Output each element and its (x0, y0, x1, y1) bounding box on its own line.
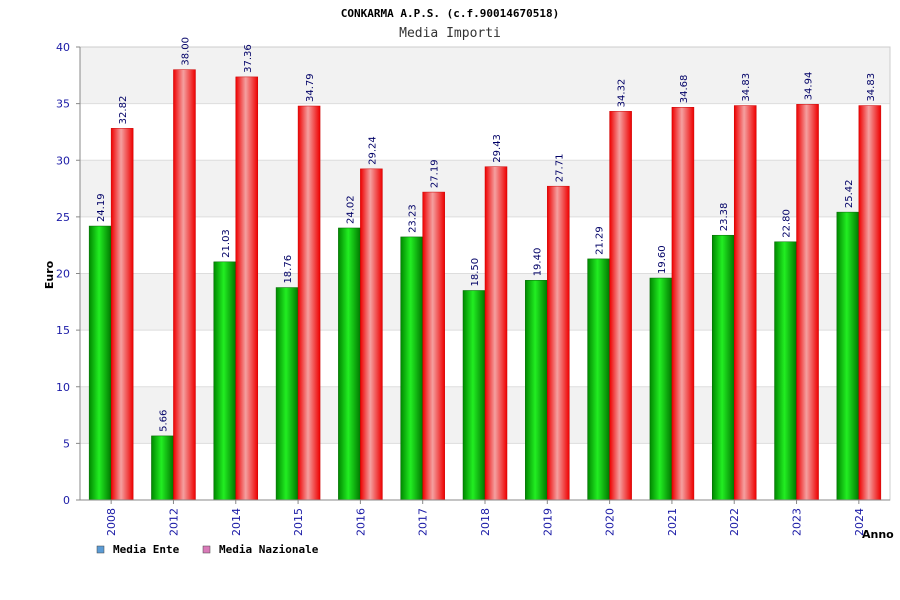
bar-media-ente (462, 290, 486, 501)
bar-media-nazionale (297, 105, 321, 501)
bar-media-nazionale (609, 111, 632, 501)
data-label: 21.03 (221, 229, 232, 258)
bar-media-nazionale (547, 185, 570, 501)
bar-media-ente (711, 234, 735, 501)
x-tick-label: 2014 (230, 508, 243, 536)
x-tick-label: 2016 (354, 508, 367, 536)
x-axis: 2008 2012 2014 2015 2016 2017 2018 2019 2020 2021… (80, 499, 890, 536)
data-label: 23.38 (719, 203, 730, 232)
y-tick-label: 20 (56, 268, 70, 281)
data-label: 34.68 (679, 75, 690, 104)
bar-media-ente (836, 211, 860, 501)
x-axis-title: Anno (862, 528, 894, 541)
legend-swatch-media-ente (96, 545, 105, 554)
x-tick-label: 2023 (791, 508, 804, 536)
bar-media-ente (774, 241, 797, 501)
y-axis-title: Euro (43, 260, 56, 289)
data-label: 34.83 (866, 73, 877, 102)
y-tick-label: 15 (56, 324, 70, 337)
bar-media-ente (525, 280, 548, 501)
x-tick-label: 2020 (604, 508, 617, 536)
bar-media-nazionale (422, 191, 445, 501)
data-label: 18.50 (470, 258, 481, 287)
bar-media-ente (275, 287, 299, 501)
data-label: 37.36 (243, 44, 254, 73)
x-tick-label: 2024 (853, 508, 866, 536)
data-label: 34.79 (305, 73, 316, 102)
data-label: 24.19 (96, 193, 107, 222)
legend: Media Ente Media Nazionale (96, 543, 319, 556)
y-axis: 0 5 10 15 20 25 30 35 40 (56, 41, 81, 507)
y-tick-label: 0 (63, 494, 70, 507)
data-label: 19.40 (532, 248, 543, 277)
x-tick-label: 2022 (728, 508, 741, 536)
plot-band (80, 103, 890, 161)
bar-media-ente (649, 277, 673, 501)
data-label: 25.42 (844, 179, 855, 208)
legend-label-media-ente: Media Ente (113, 543, 180, 556)
data-label: 27.71 (554, 154, 565, 183)
x-tick-label: 2008 (105, 508, 118, 536)
x-tick-label: 2019 (541, 508, 554, 536)
data-label: 21.29 (595, 226, 606, 255)
legend-swatch-media-nazionale (202, 545, 211, 554)
bar-media-ente (338, 227, 361, 501)
bar-media-nazionale (173, 69, 196, 501)
y-tick-label: 10 (56, 381, 70, 394)
legend-label-media-nazionale: Media Nazionale (219, 543, 319, 556)
bar-media-ente (400, 236, 423, 501)
bar-media-ente (151, 435, 174, 501)
chart-subtitle: Media Importi (399, 26, 501, 41)
data-label: 29.43 (492, 134, 503, 163)
data-label: 19.60 (657, 245, 668, 274)
bar-media-nazionale (484, 166, 508, 501)
chart-title: CONKARMA A.P.S. (c.f.90014670518) (341, 7, 560, 20)
data-label: 23.23 (408, 204, 419, 233)
bar-media-nazionale (671, 106, 695, 501)
data-label: 27.19 (430, 159, 441, 188)
x-tick-label: 2015 (292, 508, 305, 536)
plot-band (80, 47, 890, 104)
data-label: 22.80 (782, 209, 793, 238)
y-tick-label: 25 (56, 211, 70, 224)
y-tick-label: 5 (63, 437, 70, 450)
bars-layer: 24.19 32.82 5.66 38.00 21.03 37.36 18.76 34.79 2… (88, 37, 882, 501)
bar-media-nazionale (235, 76, 259, 501)
x-tick-label: 2012 (167, 508, 180, 536)
x-tick-label: 2017 (417, 508, 430, 536)
data-label: 34.32 (617, 79, 628, 108)
data-label: 24.02 (345, 195, 356, 224)
x-tick-label: 2021 (666, 508, 679, 536)
y-tick-label: 30 (56, 154, 70, 167)
bar-media-ente (88, 225, 112, 501)
bar-media-nazionale (733, 105, 757, 501)
bar-media-ente (213, 261, 237, 501)
y-tick-label: 40 (56, 41, 70, 54)
data-label: 34.83 (741, 73, 752, 102)
bar-media-ente (587, 258, 610, 501)
data-label: 29.24 (367, 136, 378, 165)
bar-media-nazionale (858, 105, 882, 501)
data-label: 38.00 (180, 37, 191, 66)
x-tick-label: 2018 (479, 508, 492, 536)
bar-media-nazionale (796, 104, 819, 501)
y-tick-label: 35 (56, 98, 70, 111)
data-label: 18.76 (283, 255, 294, 284)
bar-media-nazionale (110, 128, 134, 501)
bar-media-nazionale (360, 168, 383, 501)
data-label: 32.82 (118, 96, 129, 125)
data-label: 5.66 (158, 410, 169, 432)
data-label: 34.94 (804, 72, 815, 101)
